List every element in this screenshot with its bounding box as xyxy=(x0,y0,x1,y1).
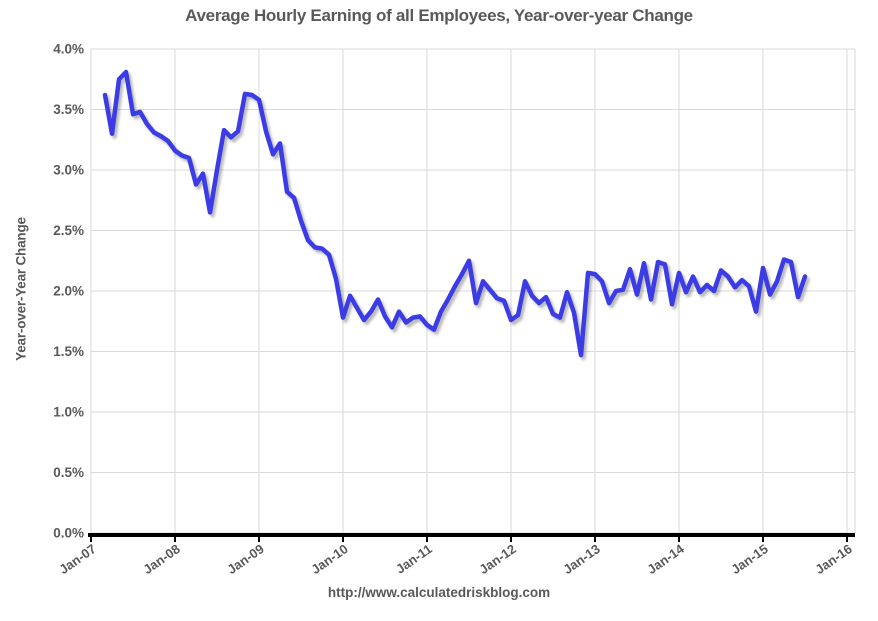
data-line-shadow xyxy=(105,72,810,361)
y-tick-label: 4.0% xyxy=(53,42,84,57)
y-tick-label: 3.5% xyxy=(53,102,84,117)
y-tick-label: 1.5% xyxy=(53,344,84,359)
y-tick-label: 2.5% xyxy=(53,223,84,238)
x-tick-label: Jan-14 xyxy=(644,541,687,577)
x-tick-label: Jan-15 xyxy=(728,541,770,577)
x-tick-label: Jan-10 xyxy=(308,541,350,577)
y-tick-label: 0.5% xyxy=(53,465,84,480)
x-tick-label: Jan-13 xyxy=(560,541,602,577)
y-tick-label: 2.0% xyxy=(53,284,84,299)
x-tick-label: Jan-07 xyxy=(56,541,98,577)
x-tick-label: Jan-16 xyxy=(812,541,854,577)
y-axis-title: Year-over-Year Change xyxy=(13,217,29,361)
y-tick-label: 0.0% xyxy=(53,526,84,541)
x-tick-label: Jan-09 xyxy=(224,541,266,577)
source-url: http://www.calculatedriskblog.com xyxy=(327,585,551,600)
x-tick-label: Jan-12 xyxy=(476,541,518,577)
x-tick-label: Jan-08 xyxy=(140,541,182,577)
data-line xyxy=(102,69,808,358)
x-tick-label: Jan-11 xyxy=(393,541,435,577)
y-tick-label: 1.0% xyxy=(53,405,84,420)
y-tick-label: 3.0% xyxy=(53,163,84,178)
chart-title: Average Hourly Earning of all Employees,… xyxy=(185,6,693,25)
